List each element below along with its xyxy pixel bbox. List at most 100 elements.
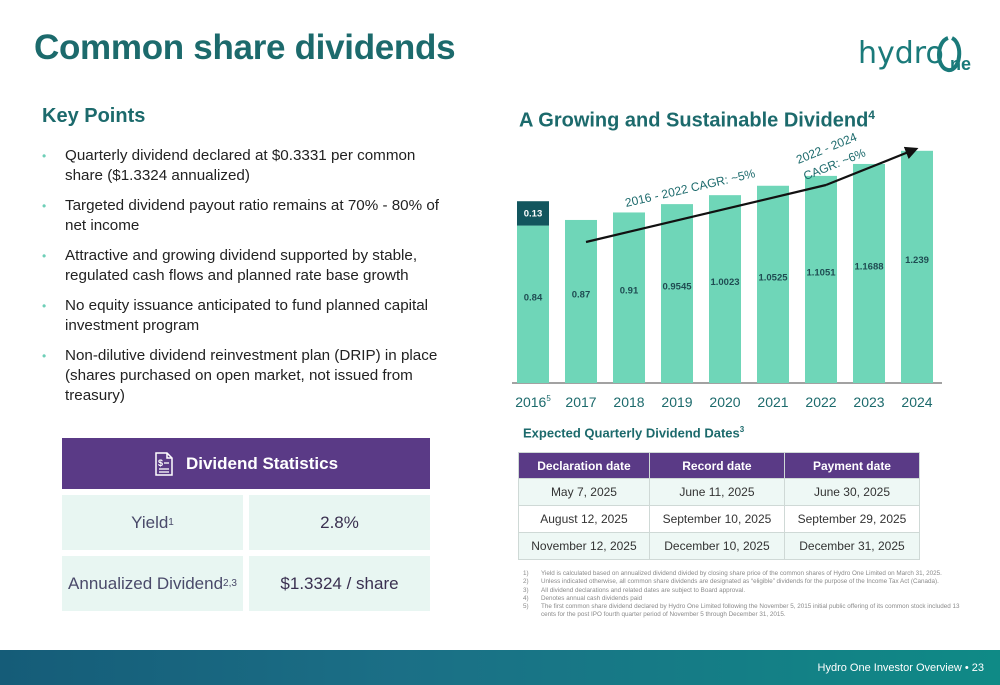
key-points-heading: Key Points	[42, 105, 146, 127]
table-row: August 12, 2025 September 10, 2025 Septe…	[518, 505, 921, 533]
column-header: Declaration date	[518, 452, 650, 479]
bar	[853, 163, 885, 383]
yield-value: 2.8%	[249, 495, 430, 550]
annualized-footnote-marker: 2,3	[223, 578, 237, 589]
x-tick-footnote-marker: 5	[546, 394, 551, 403]
bar-value-label: 1.1688	[854, 261, 883, 272]
footer-text: Hydro One Investor Overview • 23	[817, 662, 984, 674]
annualized-dividend-value: $1.3324 / share	[249, 556, 430, 611]
document-dollar-icon: $	[155, 451, 173, 476]
bar-value-label: 1.239	[905, 255, 929, 266]
dates-footnote-marker: 3	[739, 425, 745, 434]
stats-heading: Dividend Statistics	[185, 453, 339, 473]
table-cell: December 31, 2025	[783, 532, 921, 560]
list-item: No equity issuance anticipated to fund p…	[42, 296, 442, 336]
footnote-number: 4)	[523, 594, 529, 602]
list-item: Non-dilutive dividend reinvestment plan …	[42, 346, 442, 406]
dividend-dates-heading: Expected Quarterly Dividend Dates3	[523, 425, 744, 440]
hydro-one-logo: hydro ne	[858, 34, 971, 82]
annualized-dividend-label: Annualized Dividend 2,3	[62, 556, 243, 611]
x-tick-label: 20165	[515, 394, 551, 410]
footnote-number: 3)	[523, 586, 529, 594]
trend-arrow-2016-2022	[585, 183, 827, 244]
table-row: November 12, 2025 December 10, 2025 Dece…	[518, 532, 921, 560]
footnote-text: Unless indicated otherwise, all common s…	[541, 578, 939, 586]
table-cell: December 10, 2025	[648, 532, 785, 560]
list-item: Targeted dividend payout ratio remains a…	[42, 196, 442, 236]
footnote: 1) Yield is calculated based on annualize…	[523, 570, 963, 578]
bar-value-label: 0.84	[524, 292, 543, 303]
svg-text:ne: ne	[950, 54, 971, 74]
table-cell: June 11, 2025	[648, 478, 785, 506]
footnote-text: All dividend declarations and related da…	[541, 586, 746, 594]
bar-value-label: 1.1051	[806, 267, 836, 278]
bar-value-label: 1.0023	[710, 277, 739, 288]
table-cell: May 7, 2025	[518, 478, 650, 506]
bar	[517, 225, 549, 383]
yield-row: Yield 1 2.8%	[62, 495, 430, 550]
footnote-number: 5)	[523, 603, 529, 611]
bar	[757, 185, 789, 383]
footnote: 4) Denotes annual cash dividends paid	[523, 595, 963, 603]
annualized-dividend-row: Annualized Dividend 2,3 $1.3324 / share	[62, 556, 430, 611]
yield-footnote-marker: 1	[168, 517, 174, 528]
bar-value-label: 0.91	[620, 286, 639, 297]
x-tick-label: 2024	[901, 394, 932, 410]
footnote-text: Yield is calculated based on annualized …	[541, 570, 942, 577]
table-cell: August 12, 2025	[518, 505, 650, 533]
dividend-statistics-panel: $ Dividend Statistics Yield 1 2.8% Annual…	[62, 438, 430, 611]
chart-title-footnote-marker: 4	[868, 108, 875, 122]
stats-header: $ Dividend Statistics	[62, 438, 430, 489]
bar-value-label: 1.0525	[758, 272, 788, 283]
bar-stack	[517, 201, 549, 226]
trend-arrow-2022-2024	[825, 146, 919, 187]
x-tick-label: 2020	[709, 394, 740, 410]
table-cell: September 10, 2025	[648, 505, 785, 533]
bar-stack-label: 0.13	[524, 208, 543, 219]
bar	[805, 175, 837, 383]
bar	[661, 204, 693, 383]
table-cell: November 12, 2025	[518, 532, 650, 560]
table-cell: September 29, 2025	[783, 505, 921, 533]
yield-label: Yield 1	[62, 495, 243, 550]
footnote: 2) Unless indicated otherwise, all common…	[523, 578, 963, 586]
list-item: Attractive and growing dividend supporte…	[42, 246, 442, 286]
chart-title: A Growing and Sustainable Dividend4	[519, 108, 875, 133]
footer-bar: Hydro One Investor Overview • 23	[0, 650, 1000, 685]
dividend-dates-heading-text: Expected Quarterly Dividend Dates	[523, 425, 740, 441]
x-tick-label: 2018	[613, 394, 644, 410]
bar	[901, 150, 933, 383]
svg-text:$: $	[158, 458, 163, 468]
dividend-dates-table: Declaration date Record date Payment dat…	[518, 452, 921, 560]
x-tick-label: 2019	[661, 394, 692, 410]
table-row: May 7, 2025 June 11, 2025 June 30, 2025	[518, 478, 921, 506]
footnotes: 1) Yield is calculated based on annualize…	[523, 570, 963, 620]
column-header: Payment date	[783, 452, 921, 479]
bar-value-label: 0.87	[572, 289, 591, 300]
table-header-row: Declaration date Record date Payment dat…	[518, 452, 921, 479]
footnote: 3) All dividend declarations and related …	[523, 587, 963, 595]
column-header: Record date	[648, 452, 785, 479]
footnote: 5) The first common share dividend declar…	[523, 603, 963, 620]
bar	[613, 212, 645, 383]
table-cell: June 30, 2025	[783, 478, 921, 506]
x-tick-label: 2017	[565, 394, 596, 410]
chart-title-text: A Growing and Sustainable Dividend	[519, 109, 869, 132]
annualized-dividend-label-text: Annualized Dividend	[68, 573, 224, 593]
footnote-text: The first common share dividend declared…	[541, 603, 960, 619]
x-tick-label: 2023	[853, 394, 884, 410]
yield-label-text: Yield	[131, 512, 169, 532]
x-tick-label: 2022	[805, 394, 836, 410]
page-title: Common share dividends	[34, 28, 456, 67]
logo-one-mark: ne	[937, 36, 971, 74]
x-tick-label: 2021	[757, 394, 788, 410]
logo-text: hydro	[858, 36, 944, 71]
list-item: Quarterly dividend declared at $0.3331 p…	[42, 146, 442, 186]
footnote-number: 1)	[523, 570, 529, 577]
bar-value-label: 0.9545	[662, 282, 692, 293]
bar	[709, 195, 741, 383]
dividend-bar-chart: 0.84 0.13 20165 0.87 2017 0.91 2018 0.9545 2019 1…	[512, 130, 942, 410]
footnote-text: Denotes annual cash dividends paid	[541, 594, 643, 602]
key-points-list: Quarterly dividend declared at $0.3331 p…	[42, 146, 442, 416]
footnote-number: 2)	[523, 578, 529, 586]
